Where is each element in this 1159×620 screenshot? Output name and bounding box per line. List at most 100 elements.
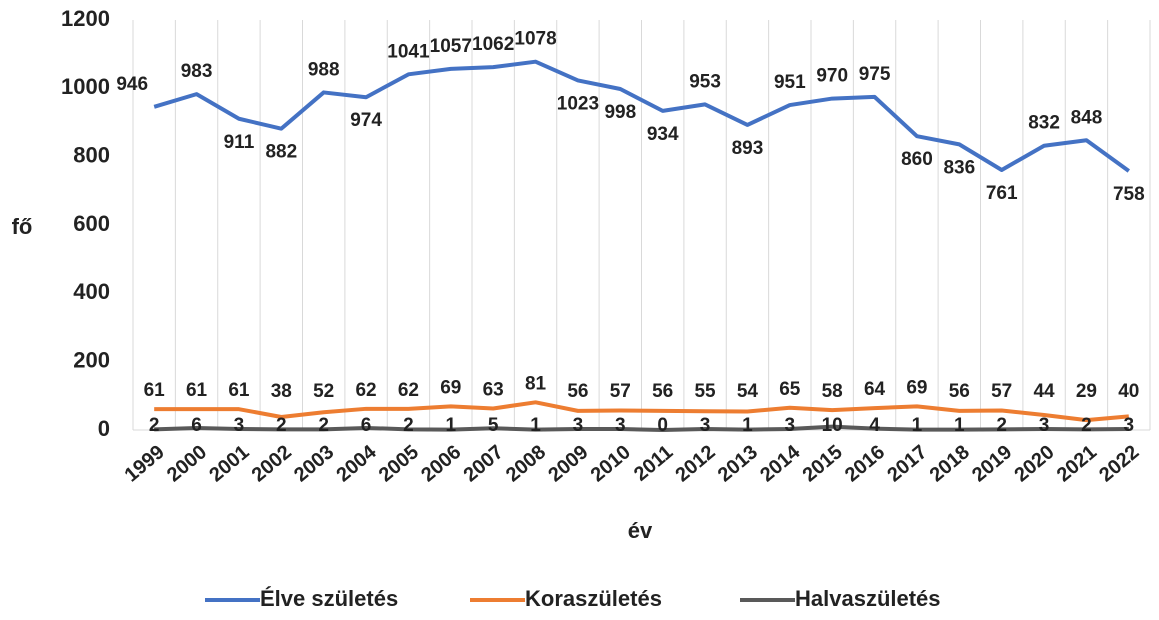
data-label: 983 bbox=[181, 61, 213, 82]
x-tick-label: 2015 bbox=[799, 441, 847, 486]
data-label: 970 bbox=[816, 66, 848, 87]
legend-label: Élve születés bbox=[260, 586, 398, 611]
data-label: 3 bbox=[700, 415, 711, 436]
y-tick-label: 1200 bbox=[61, 6, 110, 31]
data-label: 10 bbox=[822, 415, 843, 436]
data-label: 57 bbox=[991, 381, 1012, 402]
data-label: 2 bbox=[996, 415, 1007, 436]
data-label: 1 bbox=[530, 415, 541, 436]
x-tick-label: 2002 bbox=[248, 441, 296, 486]
data-label: 946 bbox=[116, 74, 148, 95]
data-label: 1 bbox=[954, 415, 965, 436]
data-label: 2 bbox=[403, 415, 414, 436]
data-label: 998 bbox=[604, 102, 636, 123]
data-label: 6 bbox=[191, 415, 202, 436]
data-label: 3 bbox=[785, 415, 796, 436]
line bbox=[153, 59, 1130, 173]
y-tick-label: 1000 bbox=[61, 74, 110, 99]
data-label: 5 bbox=[488, 415, 499, 436]
data-label: 81 bbox=[525, 373, 547, 394]
data-label: 761 bbox=[986, 183, 1018, 204]
x-tick-label: 2000 bbox=[163, 441, 211, 486]
data-label: 1 bbox=[912, 415, 923, 436]
data-label: 57 bbox=[610, 381, 631, 402]
data-label: 1 bbox=[446, 415, 457, 436]
data-label: 64 bbox=[864, 379, 886, 400]
data-label: 860 bbox=[901, 149, 933, 170]
data-label: 848 bbox=[1071, 107, 1103, 128]
data-label: 882 bbox=[265, 142, 297, 163]
data-label: 58 bbox=[822, 381, 843, 402]
data-label: 3 bbox=[615, 415, 626, 436]
y-tick-label: 400 bbox=[73, 279, 110, 304]
data-label: 0 bbox=[657, 415, 668, 436]
data-label: 1 bbox=[742, 415, 753, 436]
data-label: 836 bbox=[943, 157, 975, 178]
data-label: 62 bbox=[355, 380, 376, 401]
data-label: 29 bbox=[1076, 381, 1097, 402]
data-label: 3 bbox=[1124, 415, 1135, 436]
legend-label: Koraszületés bbox=[525, 586, 662, 611]
data-label: 61 bbox=[228, 380, 250, 401]
data-label: 758 bbox=[1113, 184, 1145, 205]
x-tick-label: 2007 bbox=[460, 441, 508, 486]
x-axis-label: év bbox=[628, 518, 653, 543]
data-label: 2 bbox=[1081, 415, 1092, 436]
x-tick-label: 2014 bbox=[756, 440, 805, 486]
x-tick-label: 2021 bbox=[1053, 441, 1101, 486]
data-label: 56 bbox=[949, 381, 970, 402]
data-label: 69 bbox=[440, 377, 461, 398]
data-label: 893 bbox=[732, 138, 764, 159]
x-tick-label: 2018 bbox=[926, 441, 974, 486]
data-label: 953 bbox=[689, 71, 721, 92]
data-label: 975 bbox=[859, 64, 891, 85]
data-label: 69 bbox=[906, 377, 927, 398]
x-tick-label: 2020 bbox=[1010, 441, 1058, 486]
data-label: 62 bbox=[398, 380, 419, 401]
x-tick-label: 2013 bbox=[714, 441, 762, 486]
y-axis-label: fő bbox=[12, 214, 33, 239]
x-tick-label: 2011 bbox=[630, 441, 677, 486]
data-label: 3 bbox=[1039, 415, 1050, 436]
data-label: 44 bbox=[1033, 381, 1055, 402]
line bbox=[154, 424, 1129, 432]
data-label: 6 bbox=[361, 415, 372, 436]
data-label: 988 bbox=[308, 59, 340, 80]
data-label: 63 bbox=[483, 379, 504, 400]
x-tick-label: 2019 bbox=[968, 441, 1016, 486]
y-tick-label: 600 bbox=[73, 211, 110, 236]
data-label: 3 bbox=[573, 415, 584, 436]
y-tick-label: 200 bbox=[73, 347, 110, 372]
x-tick-label: 2006 bbox=[417, 441, 465, 486]
data-label: 38 bbox=[271, 381, 292, 402]
x-tick-label: 2022 bbox=[1095, 441, 1143, 486]
data-label: 65 bbox=[779, 379, 801, 400]
data-label: 54 bbox=[737, 381, 759, 402]
x-tick-label: 1999 bbox=[121, 441, 169, 486]
x-tick-label: 2003 bbox=[290, 441, 338, 486]
x-tick-label: 2001 bbox=[205, 441, 253, 486]
data-label: 951 bbox=[774, 72, 806, 93]
data-label: 934 bbox=[647, 124, 679, 145]
data-label: 1023 bbox=[557, 93, 599, 114]
x-tick-label: 2016 bbox=[841, 441, 889, 486]
data-label: 974 bbox=[350, 110, 382, 131]
data-label: 1041 bbox=[387, 41, 430, 62]
x-tick-label: 2005 bbox=[375, 441, 423, 486]
data-label: 56 bbox=[567, 381, 588, 402]
data-label: 2 bbox=[318, 415, 329, 436]
data-label: 2 bbox=[149, 415, 160, 436]
line bbox=[154, 400, 1129, 423]
y-tick-label: 0 bbox=[98, 416, 110, 441]
data-label: 2 bbox=[276, 415, 287, 436]
data-label: 55 bbox=[694, 381, 716, 402]
y-tick-label: 800 bbox=[73, 142, 110, 167]
data-label: 61 bbox=[186, 380, 208, 401]
x-tick-label: 2012 bbox=[671, 441, 719, 486]
legend-label: Halvaszületés bbox=[795, 586, 941, 611]
data-label: 52 bbox=[313, 381, 334, 402]
data-label: 1078 bbox=[514, 29, 556, 50]
data-label: 61 bbox=[144, 380, 166, 401]
data-label: 3 bbox=[234, 415, 245, 436]
data-label: 40 bbox=[1118, 381, 1139, 402]
